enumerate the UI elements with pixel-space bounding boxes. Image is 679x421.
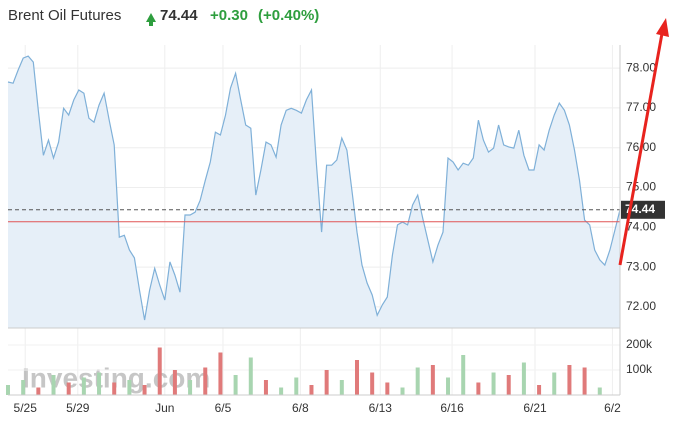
chart-title: Brent Oil Futures xyxy=(8,7,121,24)
volume-bar xyxy=(51,375,56,395)
volume-bar xyxy=(218,352,223,395)
volume-bar xyxy=(279,387,284,395)
volume-bar xyxy=(521,362,526,395)
volume-tick-label: 100k xyxy=(626,362,653,376)
y-tick-label: 74.00 xyxy=(626,219,656,233)
price-area xyxy=(8,56,620,328)
x-tick-label: 6/5 xyxy=(215,401,232,415)
annotation-arrowhead xyxy=(656,18,669,37)
volume-bar xyxy=(370,372,375,395)
y-tick-label: 72.00 xyxy=(626,299,656,313)
x-tick-label: 6/21 xyxy=(523,401,547,415)
x-tick-label: 6/16 xyxy=(440,401,464,415)
volume-bar xyxy=(203,367,208,395)
volume-bar xyxy=(294,377,299,395)
x-tick-label: Jun xyxy=(155,401,174,415)
volume-bar xyxy=(430,365,435,395)
volume-bar xyxy=(537,385,542,395)
last-price: 74.44 xyxy=(160,7,198,24)
volume-bar xyxy=(446,377,451,395)
x-tick-label: 6/13 xyxy=(369,401,393,415)
y-tick-label: 73.00 xyxy=(626,259,656,273)
price-change-percent: (+0.40%) xyxy=(258,7,319,24)
volume-bar xyxy=(582,367,587,395)
volume-bar xyxy=(157,347,162,395)
up-arrow-icon xyxy=(146,13,156,26)
volume-bar xyxy=(112,382,117,395)
volume-bar xyxy=(552,372,557,395)
volume-bar xyxy=(188,380,193,395)
volume-bar xyxy=(309,385,314,395)
x-tick-label: 6/2 xyxy=(604,401,621,415)
volume-bar xyxy=(506,375,511,395)
volume-bar xyxy=(567,365,572,395)
price-change: +0.30 xyxy=(210,7,248,24)
volume-bar xyxy=(400,387,405,395)
volume-bar xyxy=(461,355,466,395)
plot: 72.0073.0074.0075.0076.0077.0078.005/255… xyxy=(6,45,665,415)
volume-bar xyxy=(21,380,26,395)
volume-bar xyxy=(354,360,359,395)
volume-bar xyxy=(415,367,420,395)
volume-bar xyxy=(81,377,86,395)
volume-bar xyxy=(172,370,177,395)
y-tick-label: 78.00 xyxy=(626,60,656,74)
volume-bar xyxy=(597,387,602,395)
volume-bar xyxy=(263,380,268,395)
volume-bar xyxy=(233,375,238,395)
price-line xyxy=(7,55,621,321)
volume-bar xyxy=(385,382,390,395)
volume-bar xyxy=(491,372,496,395)
y-tick-label: 75.00 xyxy=(626,180,656,194)
x-tick-label: 6/8 xyxy=(292,401,309,415)
volume-bar xyxy=(142,385,147,395)
x-tick-label: 5/25 xyxy=(14,401,38,415)
y-tick-label: 77.00 xyxy=(626,100,656,114)
volume-tick-label: 200k xyxy=(626,337,653,351)
volume-bar xyxy=(97,372,102,395)
volume-bar xyxy=(476,382,481,395)
volume-bar xyxy=(324,370,329,395)
volume-bar xyxy=(66,382,71,395)
annotation-arrow xyxy=(618,27,665,266)
last-price-tag-label: 74.44 xyxy=(625,202,655,216)
volume-bar xyxy=(248,357,253,395)
volume-bar xyxy=(339,380,344,395)
volume-bar xyxy=(36,387,41,395)
volume-bar xyxy=(6,385,10,395)
x-tick-label: 5/29 xyxy=(66,401,90,415)
volume-bar xyxy=(127,380,132,395)
